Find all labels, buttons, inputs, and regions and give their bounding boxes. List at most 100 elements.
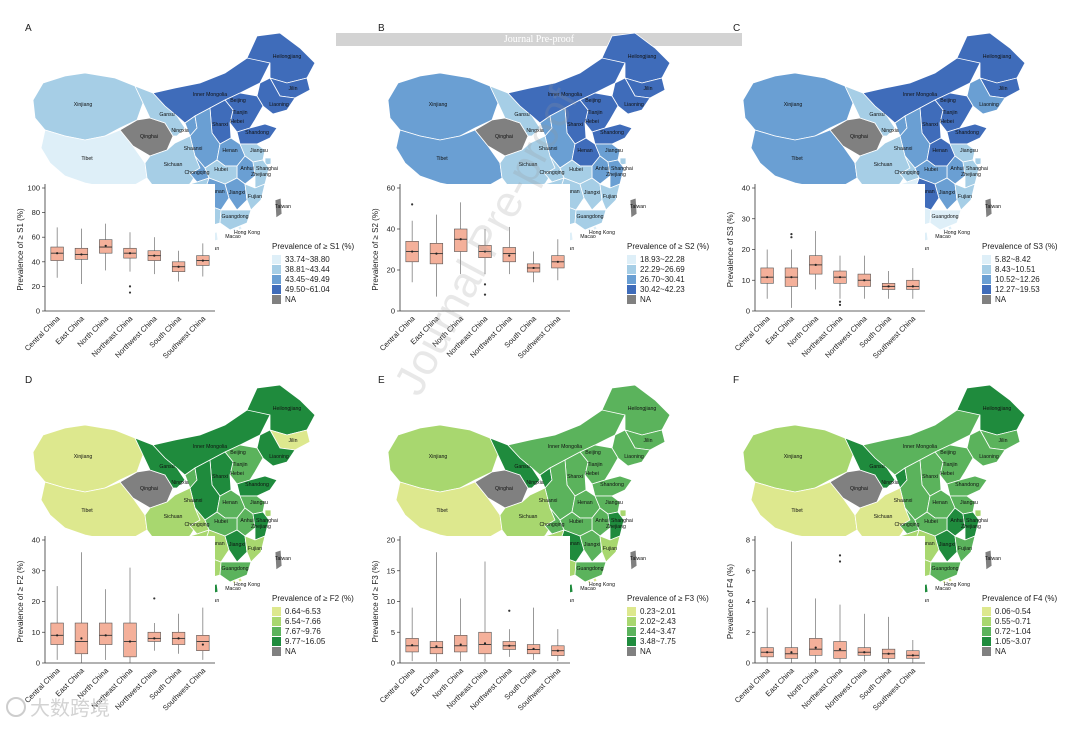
legend-label: 0.64~6.53 [285, 606, 321, 616]
y-tick-label: 20 [32, 282, 40, 291]
province-label-liaoning: Liaoning [979, 454, 999, 460]
legend-label: 10.52~12.26 [995, 274, 1040, 284]
legend-entry: NA [627, 294, 709, 304]
legend-label: 3.48~7.75 [640, 636, 676, 646]
province-heilongjiang [246, 384, 316, 436]
province-label-hubei: Hubei [924, 167, 938, 173]
province-label-gansu: Gansu [159, 112, 174, 118]
province-label-gansu: Gansu [159, 464, 174, 470]
province-label-shanxi: Shanxi [567, 474, 583, 480]
legend-label: NA [285, 294, 297, 304]
legend-label: 0.06~0.54 [995, 606, 1031, 616]
legend-entry: 43.45~49.49 [272, 274, 354, 284]
panel-d: D Xinjiang Tibet Qinghai Gansu Inner Mongolia… [0, 372, 360, 732]
province-label-macao: Macao [225, 234, 241, 240]
legend-label: NA [995, 646, 1007, 656]
province-label-chongqing: Chongqing [894, 522, 919, 528]
province-label-fujian: Fujian [603, 194, 617, 200]
province-label-tianjin: Tianjin [587, 462, 602, 468]
province-label-henan: Henan [577, 500, 592, 506]
y-axis-title: Prevalence of ≥ F3 (%) [371, 560, 380, 642]
province-guangdong [574, 561, 607, 583]
province-heilongjiang [956, 32, 1026, 84]
province-label-jilin: Jilin [289, 86, 298, 92]
box-northwest-china [147, 237, 161, 275]
province-inner-mongolia [507, 399, 626, 476]
map-legend: Prevalence of ≥ F2 (%) 0.64~6.53 6.54~7.66… [272, 594, 354, 656]
x-tick-label: Southwest China [871, 313, 918, 360]
province-label-zhejiang: Zhejiang [961, 524, 981, 530]
outlier-point [838, 300, 842, 303]
legend-label: 8.43~10.51 [995, 264, 1036, 274]
box-mean-dot [80, 637, 83, 640]
province-macao [587, 227, 592, 232]
panel-b: B Xinjiang Tibet Qinghai Gansu Inner Mongolia… [355, 20, 715, 380]
y-tick-label: 80 [32, 208, 40, 217]
box-mean-dot [532, 266, 535, 270]
province-label-tibet: Tibet [791, 508, 803, 514]
province-label-gansu: Gansu [514, 112, 529, 118]
y-tick-label: 8 [746, 536, 750, 545]
legend-label: NA [640, 294, 652, 304]
legend-entry: 3.48~7.75 [627, 636, 709, 646]
province-label-ningxia: Ningxia [526, 128, 543, 134]
x-tick-label: Southwest China [871, 665, 918, 712]
province-label-beijing: Beijing [585, 98, 601, 104]
legend-entry: 10.52~12.26 [982, 274, 1058, 284]
y-axis-title: Prevalence of ≥ F2 (%) [16, 560, 25, 642]
outlier-point [838, 303, 842, 306]
legend-title: Prevalence of ≥ F2 (%) [272, 594, 354, 603]
province-label-guangdong: Guangdong [931, 566, 958, 572]
legend-entry: NA [272, 646, 354, 656]
province-label-shanxi: Shanxi [922, 474, 938, 480]
legend-swatch [272, 254, 281, 264]
legend-swatch [272, 646, 281, 656]
legend-title: Prevalence of F4 (%) [982, 594, 1058, 603]
province-macao [232, 227, 237, 232]
map-legend: Prevalence of S3 (%) 5.82~8.42 8.43~10.51 1… [982, 242, 1058, 304]
box-mean-dot [532, 647, 535, 650]
legend-title: Prevalence of ≥ S1 (%) [272, 242, 355, 251]
panel-graphics: Xinjiang Tibet Qinghai Gansu Inner Mongolia H… [371, 32, 671, 360]
box-south-china [881, 271, 896, 299]
box-plot: 0 10 20 30 40 Prevalence of S3 (%) Central Chi… [726, 184, 925, 360]
legend-swatch [982, 626, 991, 636]
legend-label: 7.67~9.76 [285, 626, 321, 636]
box-central-china [760, 249, 774, 299]
province-label-henan: Henan [222, 500, 237, 506]
x-tick-label: Southwest China [161, 665, 208, 712]
province-label-hunan: Hunan [919, 541, 934, 547]
x-tick-label: Central China [378, 313, 417, 352]
province-label-sichuan: Sichuan [874, 514, 893, 520]
province-label-heilongjiang: Heilongjiang [273, 54, 302, 60]
province-label-tianjin: Tianjin [942, 110, 957, 116]
box-southwest-china [551, 629, 565, 662]
outlier-point [508, 609, 511, 612]
y-axis-title: Prevalence of F4 (%) [726, 564, 735, 639]
legend-label: 18.93~22.28 [640, 254, 685, 264]
province-label-hubei: Hubei [569, 519, 583, 525]
legend-label: 0.55~0.71 [995, 616, 1031, 626]
y-tick-label: 30 [742, 214, 750, 223]
legend-swatch [272, 264, 281, 274]
province-macao [587, 579, 592, 584]
province-label-hebei: Hebei [940, 471, 954, 477]
province-taiwan [984, 549, 993, 571]
province-label-jiangxi: Jiangxi [584, 190, 600, 196]
legend-swatch [627, 254, 636, 264]
legend-swatch [272, 274, 281, 284]
province-label-anhui: Anhui [595, 166, 608, 172]
province-taiwan [629, 549, 638, 571]
province-label-chongqing: Chongqing [184, 522, 209, 528]
legend-title: Prevalence of S3 (%) [982, 242, 1058, 251]
legend-label: 49.50~61.04 [285, 284, 330, 294]
province-label-henan: Henan [222, 148, 237, 154]
box-north-china [99, 223, 113, 271]
box-mean-dot [838, 276, 842, 279]
province-label-inner-mongolia: Inner Mongolia [193, 444, 227, 450]
legend-entry: NA [272, 294, 354, 304]
legend-entry: 0.23~2.01 [627, 606, 709, 616]
box-northwest-china [502, 609, 516, 657]
y-axis-title: Prevalence of ≥ S2 (%) [371, 208, 380, 291]
province-label-taiwan: Taiwan [275, 204, 291, 210]
